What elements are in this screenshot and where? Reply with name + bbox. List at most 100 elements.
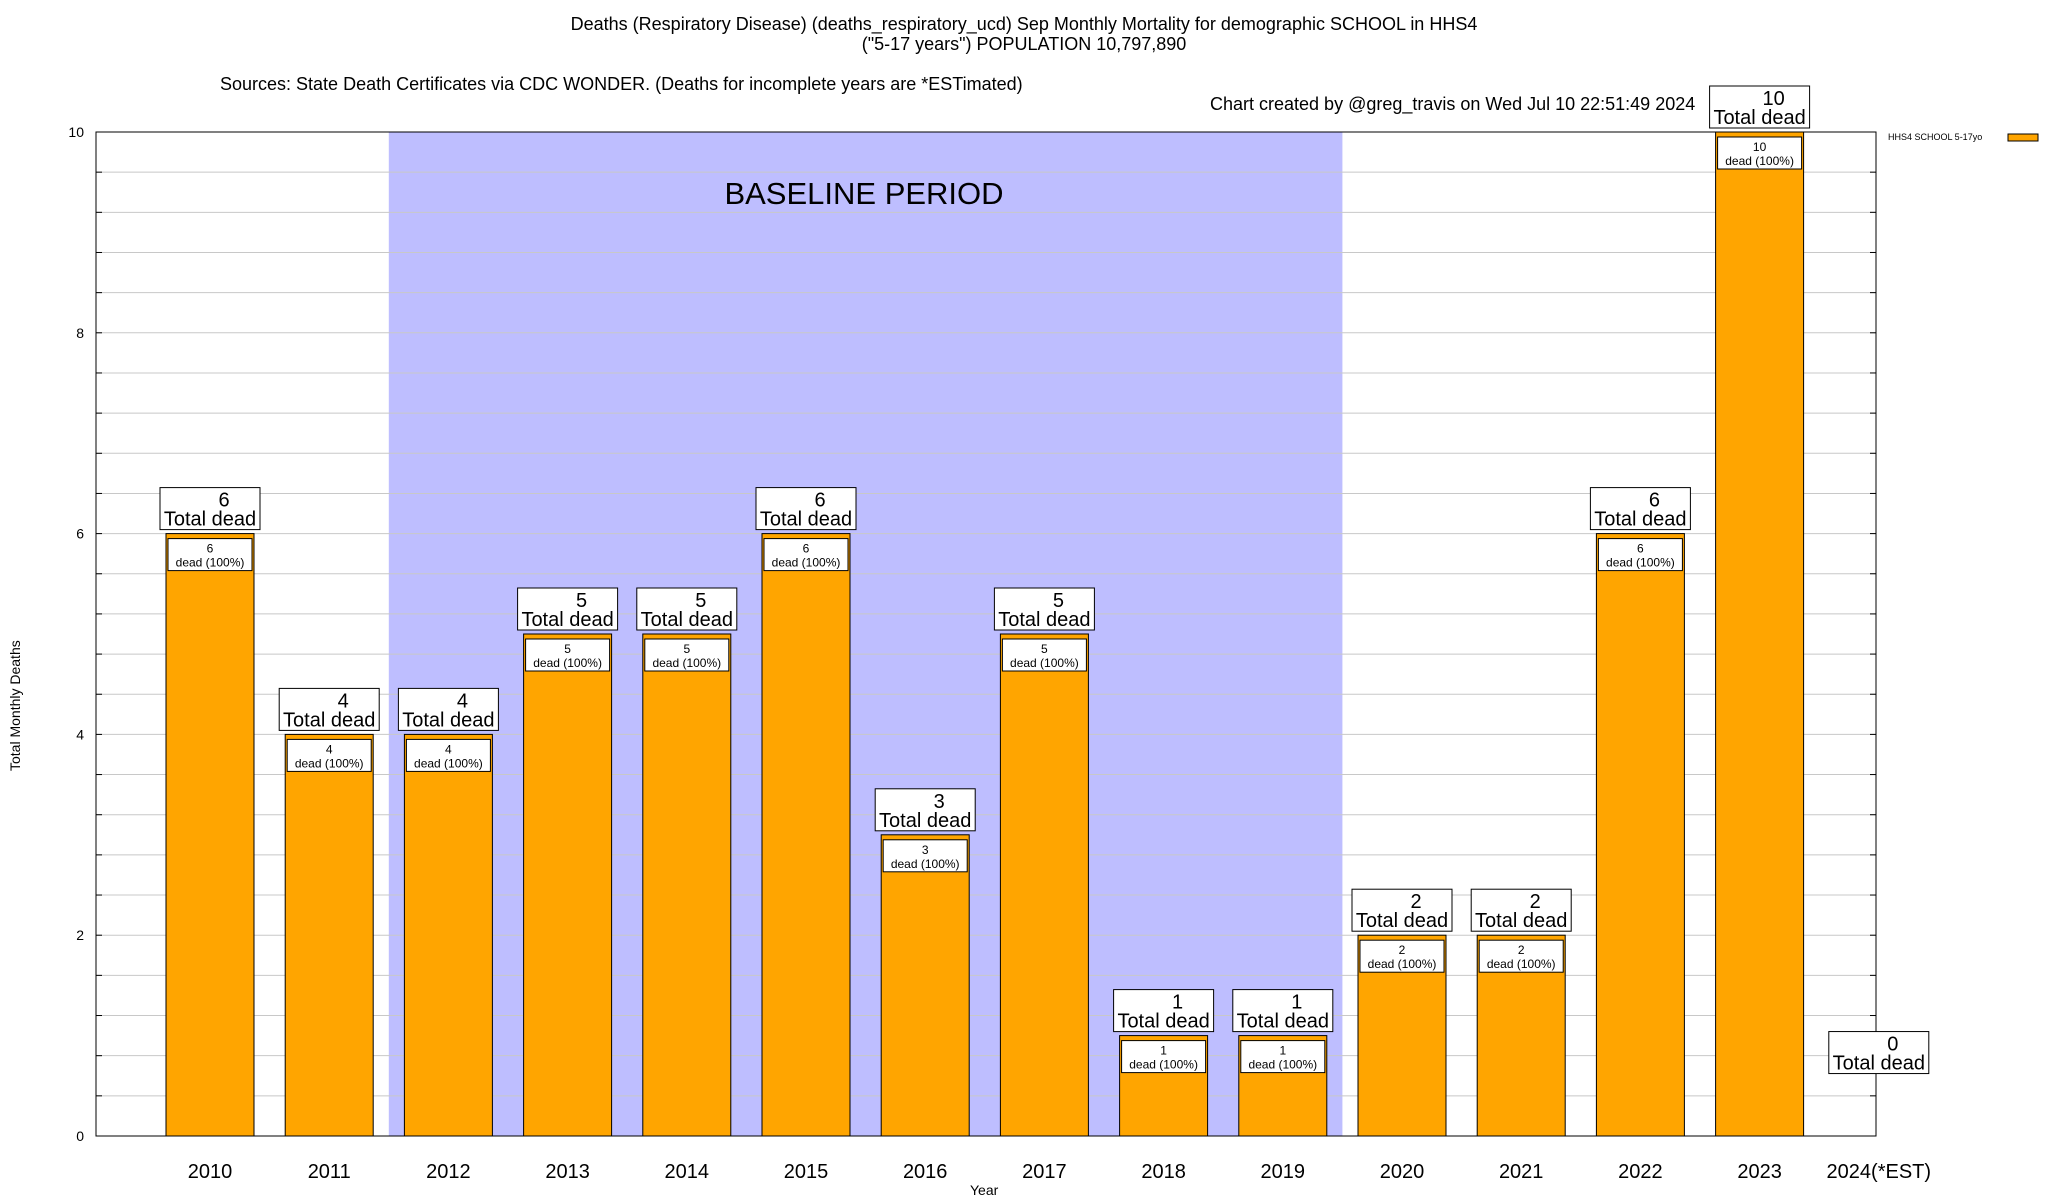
x-tick-label: 2014 <box>665 1161 710 1183</box>
bar-total-label-value: 6 <box>1649 490 1660 512</box>
bar-total-label-text: Total dead <box>1833 1053 1925 1075</box>
source-text: Sources: State Death Certificates via CD… <box>220 74 1023 94</box>
bar-inner-label-box <box>763 538 849 572</box>
bar-inner-label-box <box>1717 136 1803 170</box>
bar-inner-label-box <box>1240 1040 1326 1074</box>
bar-inner-label-text: dead (100%) <box>1606 556 1675 570</box>
bar-inner-label-box <box>286 738 372 772</box>
bar-total-label-value: 2 <box>1410 891 1421 913</box>
bar-total-label-value: 6 <box>218 490 229 512</box>
bar-total-label-box <box>1589 487 1691 531</box>
bar-inner-label-box <box>1121 1040 1207 1074</box>
bar-total-label-text: Total dead <box>641 609 733 631</box>
bar-inner-label-text: dead (100%) <box>1368 957 1437 971</box>
chart-subtitle: ("5-17 years") POPULATION 10,797,890 <box>861 34 1187 54</box>
y-tick-label: 6 <box>76 526 84 542</box>
bar-total-label-text: Total dead <box>1237 1011 1329 1033</box>
bar-inner-label-value: 2 <box>1518 943 1525 957</box>
bar-inner-label-value: 6 <box>207 542 214 556</box>
bar-total-label-value: 6 <box>814 490 825 512</box>
y-axis-label: Total Monthly Deaths <box>7 640 23 771</box>
chart-title: Deaths (Respiratory Disease) (deaths_res… <box>570 14 1478 34</box>
bar-total-label-text: Total dead <box>164 509 256 531</box>
bar-total-label-box <box>636 587 738 631</box>
bar-total-label-box <box>159 487 261 531</box>
x-tick-label: 2023 <box>1737 1161 1782 1183</box>
y-tick-label: 2 <box>76 927 84 943</box>
x-tick-label: 2017 <box>1022 1161 1067 1183</box>
bar-inner-label-box <box>644 638 730 672</box>
bar-inner-label-text: dead (100%) <box>176 556 245 570</box>
bar-total-label-text: Total dead <box>998 609 1090 631</box>
y-tick-label: 10 <box>68 124 84 140</box>
bar-inner-label-value: 6 <box>803 542 810 556</box>
bar-total-label-value: 1 <box>1291 992 1302 1014</box>
bar-total-label-text: Total dead <box>521 609 613 631</box>
x-tick-label: 2018 <box>1141 1161 1186 1183</box>
bar-total-label-box <box>1232 989 1334 1033</box>
bar-inner-label-text: dead (100%) <box>533 656 602 670</box>
bar-total-label-value: 5 <box>1053 590 1064 612</box>
bar-total-label-text: Total dead <box>1713 107 1805 129</box>
bar-inner-label-box <box>167 538 253 572</box>
x-tick-label: 2020 <box>1380 1161 1425 1183</box>
baseline-label: BASELINE PERIOD <box>724 176 1003 211</box>
bar-inner-label-text: dead (100%) <box>1725 154 1794 168</box>
bar-total-label-text: Total dead <box>1356 910 1448 932</box>
x-tick-label: 2013 <box>545 1161 590 1183</box>
bar-total-label-box <box>397 687 499 731</box>
bar-inner-label-value: 3 <box>922 843 929 857</box>
x-tick-label: 2016 <box>903 1161 948 1183</box>
bar-inner-label-value: 10 <box>1753 140 1767 154</box>
bar-total-label-box <box>1351 888 1453 932</box>
bar-total-label-text: Total dead <box>402 709 494 731</box>
bar-total-label-box <box>874 788 976 832</box>
bar-total-label-box <box>517 587 619 631</box>
bar-total-label-value: 5 <box>576 590 587 612</box>
y-tick-label: 8 <box>76 325 84 341</box>
x-tick-label: 2022 <box>1618 1161 1663 1183</box>
bar-inner-label-value: 5 <box>683 642 690 656</box>
bar-inner-label-text: dead (100%) <box>652 656 721 670</box>
bar-inner-label-value: 1 <box>1160 1044 1167 1058</box>
x-tick-label: 2012 <box>426 1161 471 1183</box>
bar-total-label-value: 3 <box>934 791 945 813</box>
credit-text: Chart created by @greg_travis on Wed Jul… <box>1210 94 1696 114</box>
bar-inner-label-box <box>525 638 611 672</box>
bar-total-label-text: Total dead <box>1594 509 1686 531</box>
x-tick-label: 2011 <box>308 1161 351 1183</box>
bar <box>284 733 374 1137</box>
bar-total-label-value: 4 <box>457 690 468 712</box>
bar-inner-label-text: dead (100%) <box>414 756 483 770</box>
bar-inner-label-value: 4 <box>326 742 333 756</box>
bar <box>1715 131 1805 1137</box>
bar-total-label-box <box>1470 888 1572 932</box>
bar-total-label-box <box>1828 1031 1930 1075</box>
x-tick-label: 2021 <box>1499 1161 1544 1183</box>
bar <box>403 733 493 1137</box>
x-tick-label: 2010 <box>188 1161 233 1183</box>
bar-total-label-text: Total dead <box>283 709 375 731</box>
bar-inner-label-box <box>1478 939 1564 973</box>
plot-frame <box>95 131 1877 1137</box>
bar-total-label-value: 2 <box>1530 891 1541 913</box>
x-axis-label: Year <box>970 1182 999 1198</box>
bar <box>642 633 732 1137</box>
bar <box>523 633 613 1137</box>
bar-inner-label-value: 5 <box>1041 642 1048 656</box>
bar-inner-label-box <box>1359 939 1445 973</box>
bar-total-label-text: Total dead <box>1475 910 1567 932</box>
bar-inner-label-value: 4 <box>445 742 452 756</box>
bar <box>880 834 970 1137</box>
bar-inner-label-box <box>882 839 968 873</box>
y-tick-label: 0 <box>76 1128 84 1144</box>
bar-total-label-text: Total dead <box>1117 1011 1209 1033</box>
bar-total-label-text: Total dead <box>760 509 852 531</box>
bar-inner-label-value: 5 <box>564 642 571 656</box>
x-tick-label: 2015 <box>784 1161 829 1183</box>
legend-swatch <box>2007 133 2039 142</box>
bar-total-label-text: Total dead <box>879 810 971 832</box>
bar-total-label-value: 5 <box>695 590 706 612</box>
bar-total-label-value: 10 <box>1762 88 1784 110</box>
